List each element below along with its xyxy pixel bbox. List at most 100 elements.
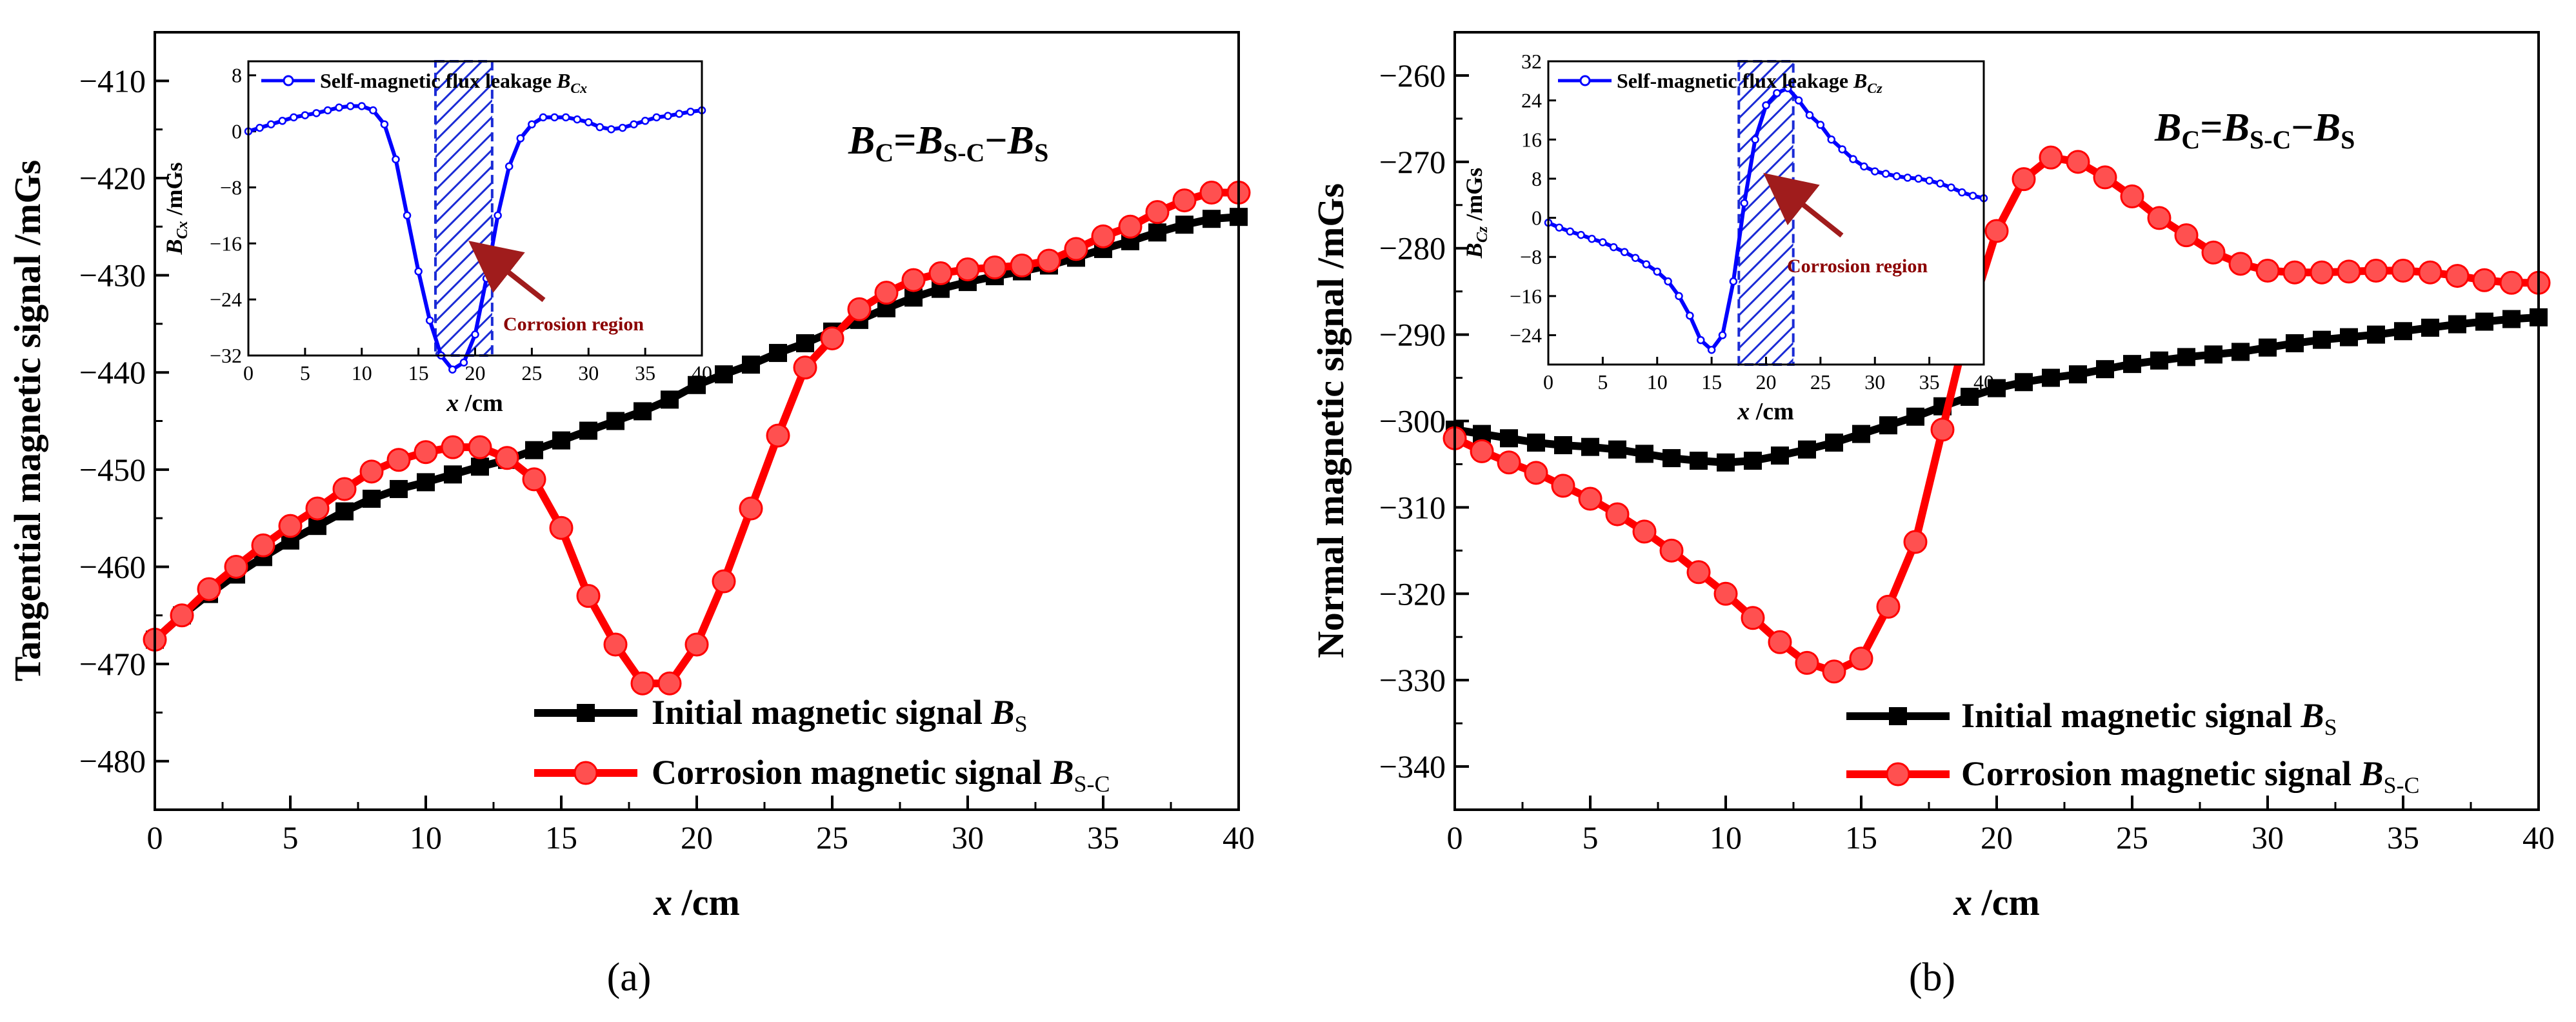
point-a-0-7 bbox=[335, 502, 354, 521]
inset-point-b-8 bbox=[1631, 254, 1640, 262]
x-tick-label-a-3: 15 bbox=[545, 819, 577, 856]
inset-y-tick-label-a-5: −32 bbox=[210, 344, 242, 367]
inset-point-a-30 bbox=[584, 118, 593, 126]
inset-point-a-1 bbox=[255, 123, 264, 132]
x-tick-label-b-8: 40 bbox=[2522, 819, 2555, 856]
point-b-1-17 bbox=[1903, 530, 1928, 554]
inset-x-tick-label-b-1: 5 bbox=[1597, 370, 1608, 394]
inset-x-tick-label-a-3: 15 bbox=[408, 361, 429, 385]
point-b-0-15 bbox=[1852, 425, 1870, 443]
y-tick-label-b-1: −330 bbox=[1379, 662, 1446, 698]
inset-point-a-29 bbox=[573, 115, 581, 124]
x-axis-title-a: x /cm bbox=[653, 881, 740, 923]
inset-y-tick-label-b-4: 0 bbox=[1532, 206, 1542, 230]
inset-x-tick-label-b-4: 20 bbox=[1756, 370, 1777, 394]
point-b-1-2 bbox=[1497, 450, 1521, 475]
y-tick-label-a-2: −460 bbox=[79, 548, 146, 585]
x-axis-unit-b: /cm bbox=[1972, 881, 2040, 923]
point-b-1-32 bbox=[2310, 260, 2334, 285]
y-axis-title-b: Normal magnetic signal /mGs bbox=[1310, 183, 1352, 658]
point-a-1-2 bbox=[197, 577, 221, 601]
point-b-1-14 bbox=[1822, 659, 1846, 684]
point-a-1-3 bbox=[224, 554, 248, 579]
panel-label-b: (b) bbox=[1909, 956, 1955, 999]
y-tick-label-a-0: −480 bbox=[79, 743, 146, 779]
y-tick-label-a-7: −410 bbox=[79, 63, 146, 99]
point-a-1-4 bbox=[251, 533, 275, 557]
point-a-0-39 bbox=[1203, 210, 1221, 228]
x-tick-label-b-5: 25 bbox=[2116, 819, 2148, 856]
inset-y-tick-label-a-2: −8 bbox=[220, 175, 242, 199]
inset-x-tick-label-b-8: 40 bbox=[1973, 370, 1994, 394]
point-b-0-24 bbox=[2096, 360, 2114, 379]
inset-y-title-b: BCz /mGs bbox=[1461, 168, 1491, 259]
inset-x-tick-label-b-2: 10 bbox=[1647, 370, 1668, 394]
point-b-1-39 bbox=[2499, 270, 2524, 295]
inset-point-a-24 bbox=[516, 134, 525, 143]
inset-point-b-20 bbox=[1762, 101, 1770, 110]
x-tick-label-a-6: 30 bbox=[952, 819, 984, 856]
inset-point-a-8 bbox=[335, 103, 343, 112]
inset-x-tick-label-b-7: 35 bbox=[1919, 370, 1940, 394]
point-a-0-18 bbox=[634, 402, 652, 421]
x-tick-label-b-3: 15 bbox=[1845, 819, 1877, 856]
point-b-1-1 bbox=[1470, 439, 1494, 463]
y-axis-title-a: Tangential magnetic signal /mGs bbox=[6, 160, 48, 681]
point-b-0-34 bbox=[2367, 325, 2385, 344]
inset-point-a-2 bbox=[266, 120, 275, 128]
inset-point-a-37 bbox=[664, 112, 672, 120]
point-b-0-13 bbox=[1798, 440, 1816, 459]
point-a-1-11 bbox=[441, 435, 465, 459]
y-tick-label-b-4: −300 bbox=[1379, 403, 1446, 439]
point-a-0-10 bbox=[417, 473, 435, 492]
inset-y-tick-label-b-2: 16 bbox=[1521, 128, 1542, 151]
y-tick-label-a-4: −440 bbox=[79, 354, 146, 390]
point-a-1-31 bbox=[983, 256, 1007, 280]
point-b-0-32 bbox=[2313, 330, 2331, 349]
inset-y-tick-label-b-1: 24 bbox=[1521, 89, 1542, 112]
point-a-0-16 bbox=[579, 421, 597, 440]
inset-x-tick-label-a-7: 35 bbox=[635, 361, 655, 385]
inset-x-tick-label-a-5: 25 bbox=[521, 361, 542, 385]
point-a-1-1 bbox=[170, 603, 194, 628]
point-b-0-37 bbox=[2448, 315, 2466, 334]
x-tick-label-b-2: 10 bbox=[1710, 819, 1742, 856]
point-a-1-28 bbox=[901, 268, 926, 292]
inset-point-a-26 bbox=[539, 113, 548, 122]
x-axis-title-b: x /cm bbox=[1953, 881, 2040, 923]
panel-b: 0 5 10 15 20 25 30 35 40 −340 −330 −320 −310 −300 −290… bbox=[1310, 31, 2555, 999]
inset-point-b-17 bbox=[1729, 277, 1738, 286]
inset-point-a-5 bbox=[301, 111, 310, 119]
inset-point-a-4 bbox=[290, 113, 298, 122]
x-tick-label-b-4: 20 bbox=[1981, 819, 2013, 856]
y-tick-label-a-3: −450 bbox=[79, 452, 146, 488]
point-b-1-35 bbox=[2391, 259, 2415, 283]
point-b-0-5 bbox=[1581, 437, 1599, 456]
point-b-0-20 bbox=[1988, 379, 2006, 397]
y-tick-label-a-6: −420 bbox=[79, 160, 146, 196]
inset-point-b-5 bbox=[1599, 238, 1607, 246]
point-b-1-28 bbox=[2201, 240, 2226, 265]
point-b-1-36 bbox=[2418, 260, 2442, 285]
corrosion-region-a bbox=[434, 60, 494, 357]
point-b-0-3 bbox=[1527, 433, 1545, 452]
x-tick-label-b-6: 30 bbox=[2252, 819, 2284, 856]
inset-point-b-19 bbox=[1751, 135, 1759, 144]
inset-x-tick-label-a-6: 30 bbox=[578, 361, 599, 385]
inset-point-a-19 bbox=[459, 358, 468, 367]
point-b-1-23 bbox=[2066, 150, 2090, 174]
x-axis-unit-a: /cm bbox=[672, 881, 740, 923]
point-b-1-37 bbox=[2445, 264, 2470, 288]
point-b-1-12 bbox=[1768, 630, 1792, 654]
point-a-1-25 bbox=[820, 326, 844, 350]
inset-point-b-31 bbox=[1881, 170, 1890, 178]
annotation-arrow-b bbox=[1763, 173, 1844, 238]
inset-point-a-23 bbox=[504, 162, 514, 171]
legend-entry-initial-a: Initial magnetic signal BS bbox=[534, 693, 1028, 737]
x-tick-label-b-1: 5 bbox=[1583, 819, 1599, 856]
inset-point-a-27 bbox=[550, 113, 559, 122]
point-b-1-6 bbox=[1605, 502, 1630, 526]
point-b-1-3 bbox=[1524, 461, 1548, 485]
inset-point-b-12 bbox=[1675, 292, 1683, 301]
